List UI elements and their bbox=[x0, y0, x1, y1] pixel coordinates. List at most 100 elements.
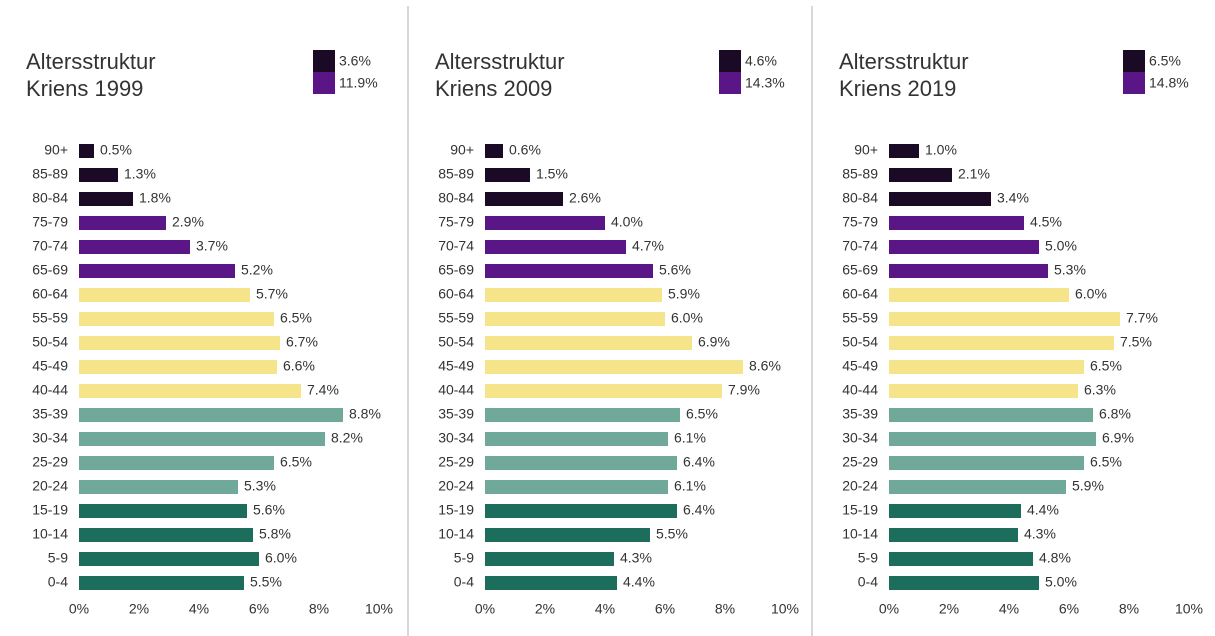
bar bbox=[79, 384, 301, 398]
bar bbox=[79, 288, 250, 302]
category-label: 20-24 bbox=[438, 478, 474, 494]
bar bbox=[889, 552, 1033, 566]
category-label: 85-89 bbox=[32, 166, 68, 182]
value-label: 5.7% bbox=[256, 286, 288, 302]
x-tick-label: 0% bbox=[475, 601, 495, 617]
bar bbox=[485, 192, 563, 206]
value-label: 5.2% bbox=[241, 262, 273, 278]
chart-panel: Altersstruktur Kriens 1999 3.6% 11.9% 90+ 0.… bbox=[0, 6, 402, 636]
value-label: 5.6% bbox=[659, 262, 691, 278]
value-label: 2.6% bbox=[569, 190, 601, 206]
legend-label: 6.5% bbox=[1149, 53, 1181, 69]
category-label: 10-14 bbox=[842, 526, 878, 542]
value-label: 6.1% bbox=[674, 478, 706, 494]
bar bbox=[79, 336, 280, 350]
bar bbox=[485, 240, 626, 254]
x-tick-label: 10% bbox=[365, 601, 393, 617]
bar bbox=[889, 528, 1018, 542]
x-tick-label: 2% bbox=[939, 601, 959, 617]
value-label: 1.8% bbox=[139, 190, 171, 206]
value-label: 1.5% bbox=[536, 166, 568, 182]
category-label: 25-29 bbox=[32, 454, 68, 470]
bar bbox=[79, 552, 259, 566]
chart-panel: Altersstruktur Kriens 2019 6.5% 14.8% 90+ 1.… bbox=[811, 6, 1213, 636]
category-label: 70-74 bbox=[842, 238, 878, 254]
legend-label: 3.6% bbox=[339, 53, 371, 69]
bar bbox=[485, 360, 743, 374]
x-tick-label: 6% bbox=[249, 601, 269, 617]
category-label: 70-74 bbox=[438, 238, 474, 254]
bar bbox=[485, 552, 614, 566]
category-label: 35-39 bbox=[842, 406, 878, 422]
value-label: 4.7% bbox=[632, 238, 664, 254]
category-label: 80-84 bbox=[32, 190, 68, 206]
category-label: 5-9 bbox=[858, 550, 878, 566]
value-label: 6.8% bbox=[1099, 406, 1131, 422]
value-label: 5.5% bbox=[250, 574, 282, 590]
legend-label: 4.6% bbox=[745, 53, 777, 69]
category-label: 30-34 bbox=[32, 430, 68, 446]
bar bbox=[485, 336, 692, 350]
bar bbox=[79, 240, 190, 254]
value-label: 5.0% bbox=[1045, 574, 1077, 590]
bar bbox=[485, 504, 677, 518]
bar bbox=[889, 384, 1078, 398]
value-label: 0.6% bbox=[509, 142, 541, 158]
value-label: 1.0% bbox=[925, 142, 957, 158]
category-label: 80-84 bbox=[438, 190, 474, 206]
value-label: 6.4% bbox=[683, 454, 715, 470]
x-tick-label: 6% bbox=[655, 601, 675, 617]
bar bbox=[79, 216, 166, 230]
value-label: 6.9% bbox=[698, 334, 730, 350]
value-label: 6.0% bbox=[1075, 286, 1107, 302]
category-label: 40-44 bbox=[842, 382, 878, 398]
value-label: 6.5% bbox=[280, 454, 312, 470]
category-label: 50-54 bbox=[842, 334, 878, 350]
category-label: 35-39 bbox=[438, 406, 474, 422]
bar bbox=[889, 312, 1120, 326]
bar bbox=[79, 168, 118, 182]
value-label: 6.0% bbox=[265, 550, 297, 566]
category-label: 45-49 bbox=[438, 358, 474, 374]
bar bbox=[889, 264, 1048, 278]
value-label: 8.8% bbox=[349, 406, 381, 422]
bar bbox=[485, 312, 665, 326]
x-tick-label: 4% bbox=[595, 601, 615, 617]
value-label: 3.4% bbox=[997, 190, 1029, 206]
value-label: 6.3% bbox=[1084, 382, 1116, 398]
category-label: 60-64 bbox=[842, 286, 878, 302]
category-label: 85-89 bbox=[438, 166, 474, 182]
bar bbox=[889, 360, 1084, 374]
category-label: 30-34 bbox=[842, 430, 878, 446]
category-label: 25-29 bbox=[842, 454, 878, 470]
category-label: 90+ bbox=[44, 142, 68, 158]
bar bbox=[485, 144, 503, 158]
bar bbox=[79, 504, 247, 518]
bar bbox=[889, 168, 952, 182]
value-label: 6.1% bbox=[674, 430, 706, 446]
category-label: 5-9 bbox=[454, 550, 474, 566]
value-label: 2.9% bbox=[172, 214, 204, 230]
category-label: 15-19 bbox=[32, 502, 68, 518]
bar bbox=[889, 288, 1069, 302]
bar bbox=[889, 216, 1024, 230]
value-label: 2.1% bbox=[958, 166, 990, 182]
value-label: 6.0% bbox=[671, 310, 703, 326]
bar bbox=[79, 312, 274, 326]
value-label: 1.3% bbox=[124, 166, 156, 182]
category-label: 0-4 bbox=[454, 574, 474, 590]
value-label: 5.9% bbox=[1072, 478, 1104, 494]
legend-swatch bbox=[313, 50, 335, 72]
bar bbox=[889, 576, 1039, 590]
value-label: 4.4% bbox=[1027, 502, 1059, 518]
category-label: 75-79 bbox=[438, 214, 474, 230]
chart: 6.5% 14.8% 90+ 1.0% 85-89 2.1% 80-84 3.4% 75-79 4… bbox=[842, 50, 1203, 617]
bar bbox=[79, 408, 343, 422]
category-label: 65-69 bbox=[438, 262, 474, 278]
bar bbox=[485, 528, 650, 542]
bar bbox=[485, 264, 653, 278]
category-label: 40-44 bbox=[438, 382, 474, 398]
bar bbox=[485, 576, 617, 590]
category-label: 10-14 bbox=[32, 526, 68, 542]
value-label: 7.9% bbox=[728, 382, 760, 398]
